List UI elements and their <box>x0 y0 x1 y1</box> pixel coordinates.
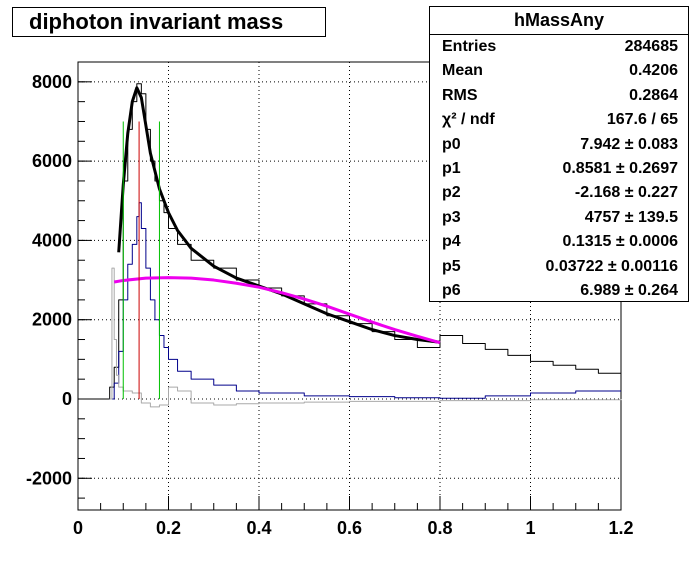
stats-value: 7.942 ± 0.083 <box>580 135 678 153</box>
x-tick-labels: 0 0.2 0.4 0.6 0.8 1 1.2 <box>73 518 634 538</box>
x-tick-label: 0 <box>73 518 83 538</box>
y-tick-label: 8000 <box>32 72 72 92</box>
stats-label: Mean <box>442 62 483 80</box>
series-2-path <box>109 202 621 400</box>
stats-label: Entries <box>442 38 497 55</box>
stats-label: p0 <box>442 135 461 153</box>
x-tick-label: 1 <box>525 518 535 538</box>
stats-label: p3 <box>442 208 461 226</box>
stats-row: χ² / ndf 167.6 / 65 <box>430 108 688 132</box>
stats-row: p6 6.989 ± 0.264 <box>430 279 688 303</box>
y-tick-label: 4000 <box>32 230 72 250</box>
stats-value: -2.168 ± 0.227 <box>574 184 678 202</box>
stats-label: RMS <box>442 86 478 104</box>
stats-label: p1 <box>442 159 461 177</box>
stats-label: χ² / ndf <box>442 111 495 129</box>
series-3-path <box>109 267 622 408</box>
stats-rows: Entries 284685 Mean 0.4206 RMS 0.2864 χ² / ndf… <box>430 35 688 303</box>
stats-label: p5 <box>442 257 461 275</box>
stats-label: p6 <box>442 281 461 299</box>
stats-value: 0.4206 <box>629 62 678 80</box>
stats-row: p2 -2.168 ± 0.227 <box>430 181 688 205</box>
x-tick-label: 0.4 <box>246 518 271 538</box>
stats-label: p4 <box>442 233 461 251</box>
stats-row: p3 4757 ± 139.5 <box>430 206 688 230</box>
stats-title: hMassAny <box>430 7 688 35</box>
stats-value: 6.989 ± 0.264 <box>580 281 678 299</box>
y-tick-label: 2000 <box>32 310 72 330</box>
stats-value: 0.03722 ± 0.00116 <box>545 257 678 275</box>
x-tick-label: 0.8 <box>427 518 452 538</box>
stats-value: 167.6 / 65 <box>606 111 678 129</box>
y-tick-label: -2000 <box>26 468 72 488</box>
stats-row: p5 0.03722 ± 0.00116 <box>430 255 688 279</box>
x-tick-label: 1.2 <box>608 518 633 538</box>
stats-row: p4 0.1315 ± 0.0006 <box>430 230 688 254</box>
y-tick-labels: -2000 0 2000 4000 6000 8000 <box>26 72 72 488</box>
stats-value: 4757 ± 139.5 <box>584 208 678 226</box>
y-tick-label: 0 <box>62 389 72 409</box>
x-tick-label: 0.6 <box>337 518 362 538</box>
stats-row: p1 0.8581 ± 0.2697 <box>430 157 688 181</box>
stats-value: 284685 <box>624 38 678 55</box>
series-4-path <box>113 276 441 345</box>
chart-title: diphoton invariant mass <box>12 7 326 37</box>
series-1-path <box>117 86 441 344</box>
stats-row: Entries 284685 <box>430 35 688 59</box>
stats-value: 0.8581 ± 0.2697 <box>562 159 678 177</box>
stats-row: Mean 0.4206 <box>430 59 688 83</box>
axis-ticks <box>77 61 622 510</box>
stats-row: p0 7.942 ± 0.083 <box>430 133 688 157</box>
stats-value: 0.1315 ± 0.0006 <box>562 233 678 251</box>
series-0-path <box>78 83 622 400</box>
stats-label: p2 <box>442 184 461 202</box>
y-tick-label: 6000 <box>32 151 72 171</box>
x-tick-label: 0.2 <box>156 518 181 538</box>
stats-box: hMassAny Entries 284685 Mean 0.4206 RMS 0.286… <box>429 6 689 302</box>
data-series <box>78 83 622 408</box>
stats-value: 0.2864 <box>629 86 678 104</box>
stats-row: RMS 0.2864 <box>430 84 688 108</box>
